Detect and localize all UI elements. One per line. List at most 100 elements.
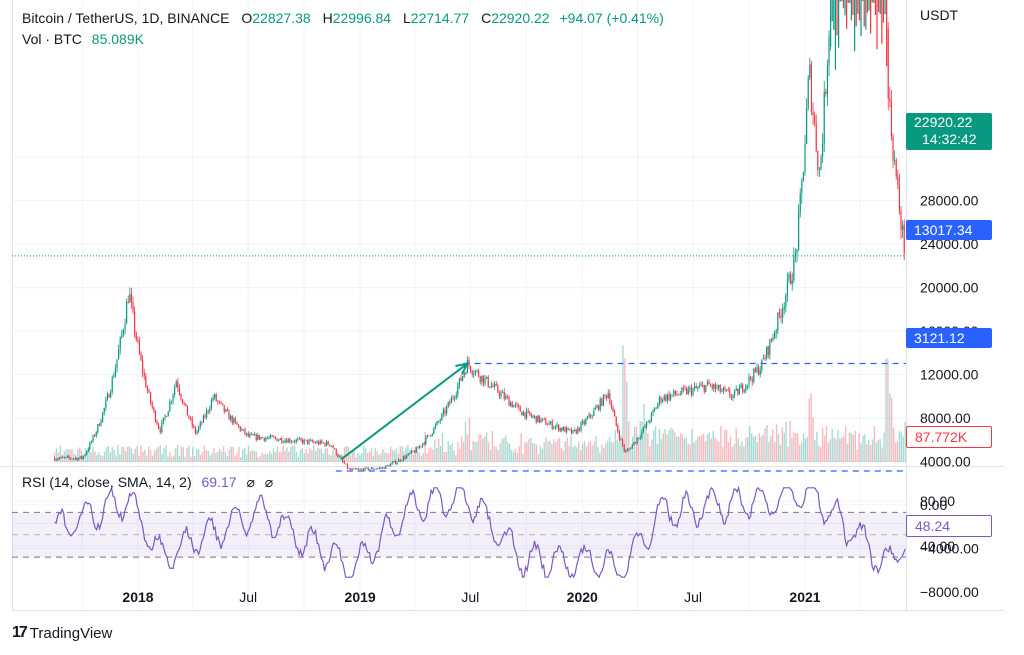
candle-body [580,422,582,431]
candle-body [212,397,214,401]
volume-bar [132,453,135,462]
volume-bar [119,454,121,462]
volume-bar [883,432,885,462]
candle-body [530,414,533,417]
rsi-legend[interactable]: RSI (14, close, SMA, 14, 2) 69.17 ⌀ ⌀ [22,474,273,491]
candle-body [142,360,144,373]
candle-body [753,368,755,382]
volume-bar [378,454,380,462]
candle-body [769,339,771,356]
candle-body [62,456,64,458]
candle-body [670,394,672,400]
countdown-value: 14:32:42 [922,131,977,147]
candle-body [470,366,472,372]
volume-bar [752,436,755,462]
volume-bar [781,427,784,462]
candle-body [494,383,496,387]
volume-bar [464,421,467,462]
volume-bar [418,452,421,462]
volume-bars [53,345,906,462]
candle-body [655,408,657,409]
candle-body [383,467,385,469]
candle-body [766,346,768,359]
candle-body [497,385,499,393]
volume-bar [297,456,300,462]
candle-body [306,439,309,444]
volume-bar [875,442,878,462]
candle-body [578,427,581,431]
volume-bar [854,431,856,462]
volume-bar [249,451,252,462]
volume-bar [434,439,436,462]
candle-body [511,402,513,408]
candle-body [102,412,104,422]
volume-bar [624,358,626,462]
volume-bar [487,442,490,462]
volume-bar [758,433,760,462]
volume-bar [399,446,401,462]
candle-body [751,379,753,382]
candle-body [247,433,249,437]
candle-body [126,302,128,324]
candle-body [641,431,643,438]
candle-body [866,0,869,13]
price-axis-tick: 28000.00 [920,193,979,209]
tradingview-logo-icon: 17 [12,624,28,641]
candle-body [342,458,344,462]
candle-body [356,469,358,470]
candle-body [706,381,709,386]
candle-body [138,341,141,354]
candle-body [820,156,822,170]
volume-bar [622,345,624,462]
hidden-icon[interactable]: ⌀ [264,474,274,490]
candle-body [890,101,893,137]
candle-body [180,394,182,400]
candle-body [263,437,265,441]
hidden-icon[interactable]: ⌀ [246,474,255,490]
volume-bar [658,428,661,462]
candle-body [814,115,816,124]
candle-body [884,0,886,15]
volume-value: 85.089K [91,31,144,47]
candle-body [513,405,515,408]
candle-body [114,368,117,377]
candle-body [217,400,219,402]
candle-body [527,410,529,412]
candle-body [441,413,443,421]
candle-body [175,381,177,388]
candle-body [868,0,870,11]
tradingview-logo[interactable]: 17 TradingView [12,624,112,642]
volume-bar [501,439,503,462]
volume-bar [94,451,96,462]
volume-bar [633,427,636,462]
candle-body [406,455,408,459]
volume-bar [743,446,745,462]
volume-bar [654,426,657,462]
candle-body [537,415,539,423]
volume-bar [706,434,709,462]
candle-body [598,405,600,410]
candle-body [182,399,184,404]
volume-bar [656,443,659,462]
candle-body [564,427,566,433]
candle-body [665,395,667,401]
volume-bar [76,449,79,462]
volume-bar [820,446,822,462]
volume-bar [616,439,618,462]
candle-body [772,338,774,341]
candle-body [457,385,459,395]
candle-body [631,444,633,449]
time-axis-label: 2019 [345,589,376,605]
volume-bar [100,455,102,462]
candle-body [567,427,569,429]
volume-bar [138,456,140,462]
candle-body [510,402,512,406]
candle-body [540,419,542,423]
volume-bar [282,445,284,462]
volume-bar [165,445,167,462]
candle-body [674,390,677,395]
volume-bar [514,449,517,462]
candle-body [57,458,59,460]
candle-body [878,0,880,13]
volume-bar [735,428,737,462]
